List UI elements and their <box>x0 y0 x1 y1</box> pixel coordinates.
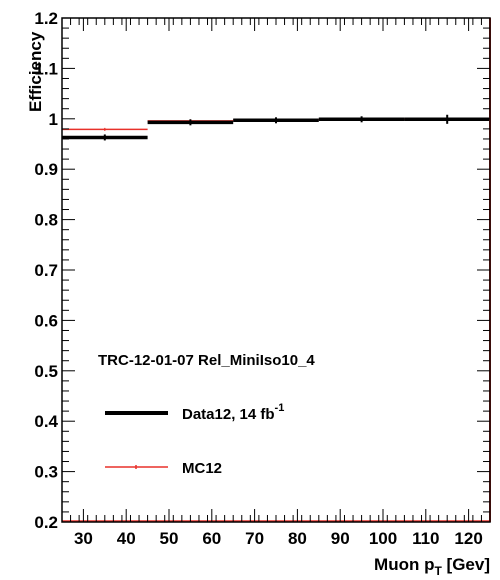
y-tick-label: 0.5 <box>34 362 58 381</box>
y-tick-label: 0.8 <box>34 211 58 230</box>
y-tick-label: 1.1 <box>34 59 58 78</box>
x-axis-title: Muon pT [Gev] <box>374 555 490 578</box>
legend-label-data-superscript: -1 <box>275 402 285 414</box>
y-axis-title: Efficiency <box>26 31 45 112</box>
y-tick-label: 0.3 <box>34 463 58 482</box>
series-layer <box>62 18 491 522</box>
x-tick-label: 80 <box>288 529 307 548</box>
axes: 0.2 0.3 0.4 0.5 0.6 0.7 0.8 0.9 1 1.1 1.2 30 40 50 60 7… <box>34 9 491 548</box>
x-tick-label: 110 <box>412 529 439 548</box>
x-tick-label: 50 <box>160 529 179 548</box>
x-tick-label: 30 <box>74 529 93 548</box>
selection-annotation: TRC-12-01-07 Rel_MiniIso10_4 <box>98 352 315 369</box>
y-tick-label: 1 <box>49 110 58 129</box>
y-tick-label: 0.7 <box>34 261 58 280</box>
x-tick-label: 40 <box>117 529 136 548</box>
plot-frame <box>61 17 491 523</box>
y-tick-label: 0.9 <box>34 160 58 179</box>
legend: Data12, 14 fb-1 MC12 <box>105 402 284 477</box>
x-axis-title-subscript: T <box>434 564 442 578</box>
x-tick-label: 100 <box>369 529 397 548</box>
y-tick-label: 0.4 <box>34 412 58 431</box>
legend-label-mc: MC12 <box>182 460 222 477</box>
y-tick-label: 0.2 <box>34 513 58 532</box>
x-tick-label: 90 <box>331 529 350 548</box>
x-axis-title-main: Muon p <box>374 555 434 574</box>
x-tick-label: 70 <box>245 529 264 548</box>
x-axis-title-unit: [Gev] <box>442 555 490 574</box>
series-data12 <box>62 114 490 141</box>
x-tick-label: 120 <box>454 529 482 548</box>
legend-label-data-main: Data12, 14 fb <box>182 406 275 423</box>
x-tick-label: 60 <box>202 529 221 548</box>
y-tick-label: 0.6 <box>34 311 58 330</box>
y-tick-label: 1.2 <box>34 9 58 28</box>
legend-label-data: Data12, 14 fb-1 <box>182 402 284 423</box>
